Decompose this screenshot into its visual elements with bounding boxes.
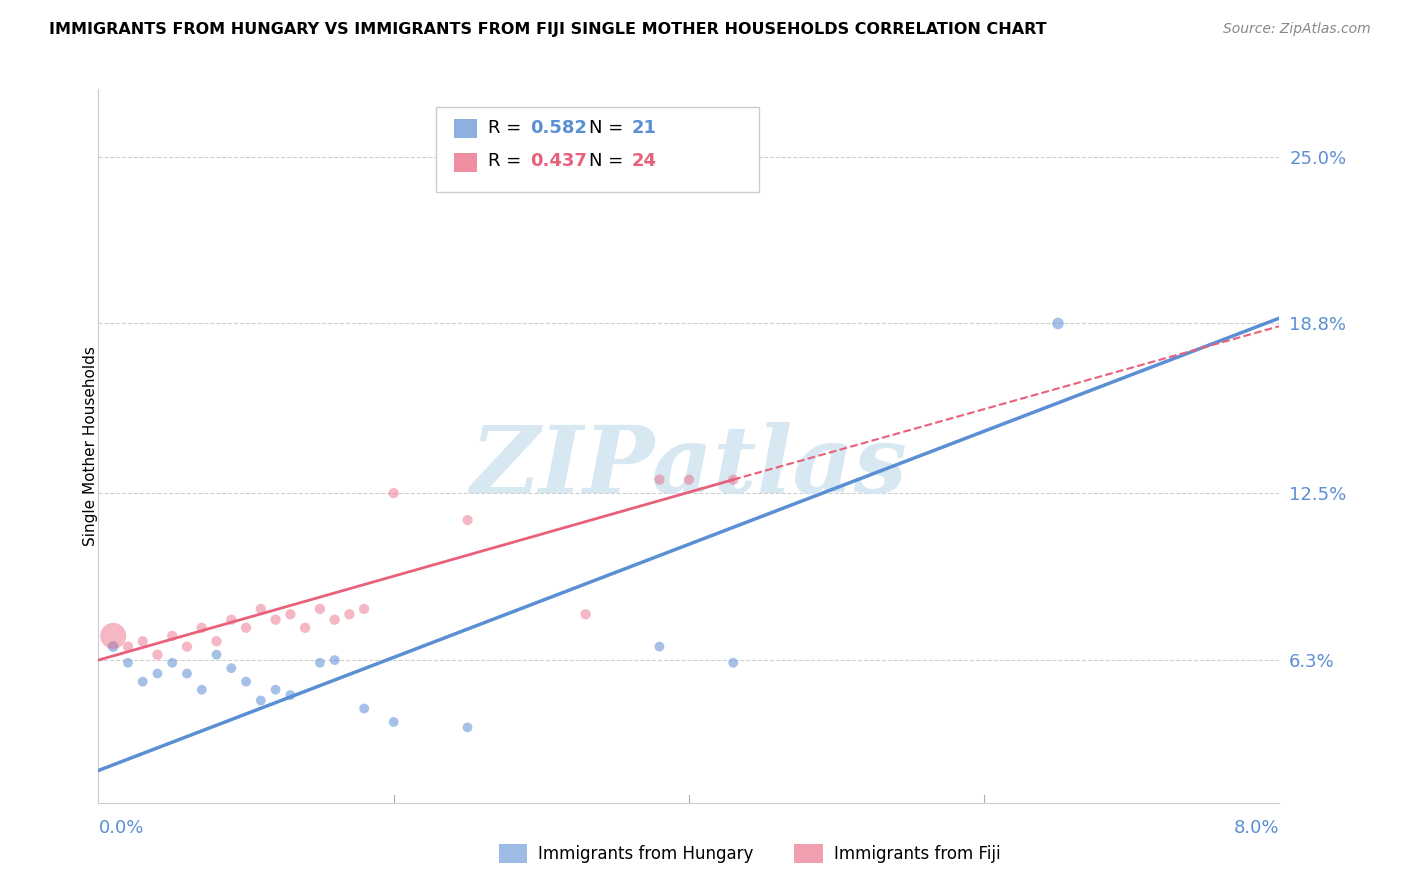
Text: N =: N = bbox=[589, 119, 628, 136]
Point bbox=[191, 682, 214, 697]
Point bbox=[648, 640, 671, 654]
Point bbox=[117, 640, 139, 654]
Point bbox=[721, 473, 744, 487]
Point bbox=[574, 607, 596, 622]
Text: Immigrants from Hungary: Immigrants from Hungary bbox=[538, 845, 754, 863]
Point bbox=[456, 720, 478, 734]
Point bbox=[132, 634, 155, 648]
Text: 0.582: 0.582 bbox=[530, 119, 588, 136]
Text: 0.0%: 0.0% bbox=[98, 819, 143, 837]
Point bbox=[117, 656, 139, 670]
Text: Immigrants from Fiji: Immigrants from Fiji bbox=[834, 845, 1001, 863]
Text: Source: ZipAtlas.com: Source: ZipAtlas.com bbox=[1223, 22, 1371, 37]
Point bbox=[219, 661, 242, 675]
Point bbox=[323, 653, 346, 667]
Point bbox=[264, 682, 287, 697]
Point bbox=[1046, 317, 1069, 331]
Point bbox=[382, 486, 405, 500]
Point bbox=[382, 714, 405, 729]
Text: IMMIGRANTS FROM HUNGARY VS IMMIGRANTS FROM FIJI SINGLE MOTHER HOUSEHOLDS CORRELA: IMMIGRANTS FROM HUNGARY VS IMMIGRANTS FR… bbox=[49, 22, 1047, 37]
Text: 21: 21 bbox=[631, 119, 657, 136]
Point bbox=[146, 648, 169, 662]
Y-axis label: Single Mother Households: Single Mother Households bbox=[83, 346, 97, 546]
Text: ZIPatlas: ZIPatlas bbox=[471, 423, 907, 512]
Point bbox=[176, 640, 198, 654]
Point bbox=[337, 607, 360, 622]
Point bbox=[235, 674, 257, 689]
Point bbox=[308, 602, 332, 616]
Point bbox=[353, 701, 375, 715]
Point bbox=[235, 621, 257, 635]
Point bbox=[250, 602, 273, 616]
Point bbox=[162, 656, 183, 670]
Point bbox=[205, 634, 228, 648]
Point bbox=[132, 674, 155, 689]
Point bbox=[278, 688, 301, 702]
Point bbox=[219, 613, 242, 627]
Point bbox=[205, 648, 228, 662]
Point bbox=[250, 693, 273, 707]
Point bbox=[264, 613, 287, 627]
Point bbox=[648, 473, 671, 487]
Point bbox=[353, 602, 375, 616]
Text: N =: N = bbox=[589, 153, 628, 170]
Point bbox=[678, 473, 700, 487]
Point bbox=[456, 513, 478, 527]
Text: R =: R = bbox=[488, 119, 527, 136]
Point bbox=[103, 629, 124, 643]
Point bbox=[308, 656, 332, 670]
Text: 24: 24 bbox=[631, 153, 657, 170]
Point bbox=[294, 621, 316, 635]
Point bbox=[721, 656, 744, 670]
Point bbox=[278, 607, 301, 622]
Point bbox=[191, 621, 214, 635]
Point bbox=[176, 666, 198, 681]
Text: 0.437: 0.437 bbox=[530, 153, 586, 170]
Point bbox=[162, 629, 183, 643]
Point bbox=[103, 640, 124, 654]
Point bbox=[146, 666, 169, 681]
Text: R =: R = bbox=[488, 153, 527, 170]
Text: 8.0%: 8.0% bbox=[1234, 819, 1279, 837]
Point bbox=[323, 613, 346, 627]
